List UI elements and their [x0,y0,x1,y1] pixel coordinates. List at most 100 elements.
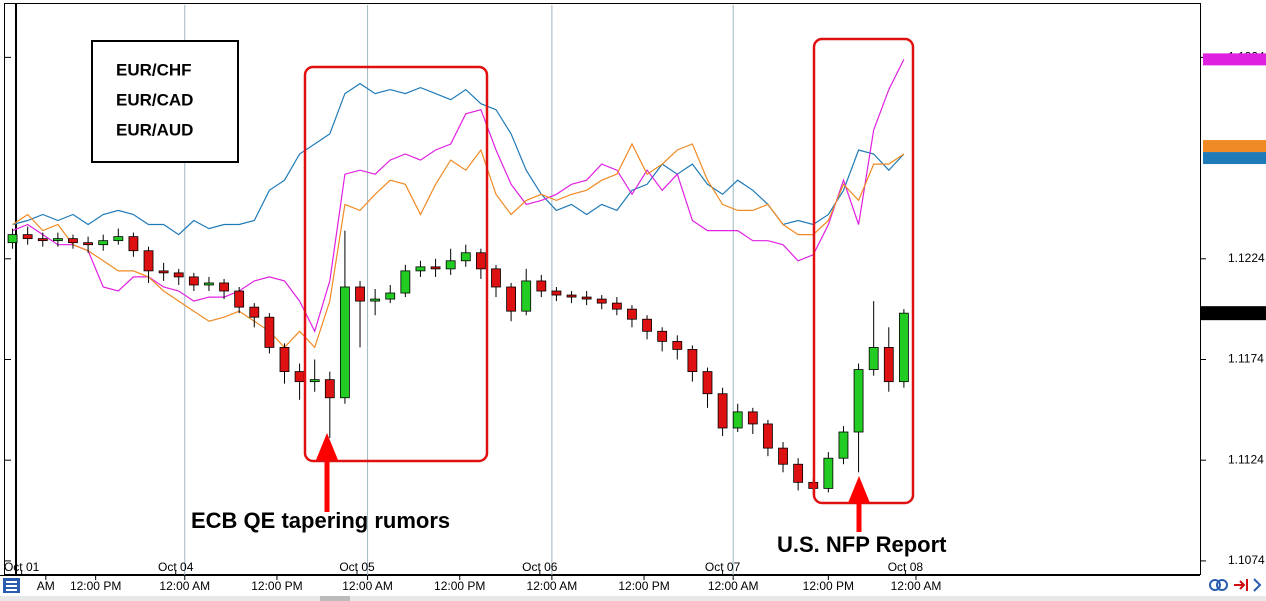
highlight-box [303,65,489,463]
arrow [316,433,338,512]
x-tick-label: 12:00 PM [70,579,121,593]
candle-body [204,282,214,286]
candle-body [98,240,109,246]
candle-body [521,280,532,312]
candle-body [249,306,260,318]
candle-body [400,270,411,294]
candle-body [506,286,516,312]
candle-body [22,234,33,240]
date-label: Oct 01 [4,560,40,574]
candle-body [460,252,471,262]
candle-body [68,238,78,244]
last-price-label: 1.1197 [1228,305,1264,319]
x-tick-label: 12:00 PM [803,579,854,593]
candle-body [219,282,229,292]
candle-body [491,268,501,288]
y-tick-label: 1.1174 [1228,352,1264,366]
candle-body [642,318,652,332]
series-line [12,82,905,236]
x-tick-label: 12:00 AM [527,579,578,593]
date-label: Oct 06 [522,560,558,574]
scroll-strip [0,596,1266,601]
series-badge [1203,53,1266,66]
candle-body [173,272,184,278]
legend-entries: EUR/CHF EUR/CAD EUR/AUD [116,60,193,139]
series-line [12,59,905,333]
candle-body [581,296,592,300]
y-tick-label: 1.1124 [1228,452,1264,466]
candle-body [430,266,441,270]
candle-body [687,349,698,372]
candle-body [732,411,743,429]
legend [91,40,239,163]
candle-body [853,369,864,433]
series-line [12,142,905,349]
x-tick-label: 12:00 AM [159,579,210,593]
candle-body [83,242,93,246]
legend-label: EUR/AUD [116,120,193,139]
x-axis: AM 12:00 PM 12:00 AM 12:00 PM 12:00 AM 12:00 … [4,560,941,593]
scroll-thumb[interactable] [320,596,350,601]
series-badge [1203,152,1266,165]
candle-body [355,286,365,302]
annotation: U.S. NFP Report [777,532,947,557]
candle-body [188,276,199,286]
candle-body [143,250,154,272]
candle-body [657,330,668,342]
legend-label: EUR/CAD [116,90,193,109]
candle-body [279,347,290,372]
x-tick-label: 12:00 PM [251,579,302,593]
x-tick-label: 12:00 AM [708,579,759,593]
candle-body [793,463,804,483]
x-axis-strip [0,575,1266,596]
candle-body [898,312,909,383]
candle-body [37,238,48,242]
x-tick-label: 12:00 AM [891,579,942,593]
candle-body [234,290,245,308]
candle-body [868,347,879,370]
x-tick-label: 12:00 AM [342,579,393,593]
toolbar-icons[interactable] [1209,578,1262,592]
candle-body [551,290,562,296]
x-tick-label: 12:00 PM [434,579,485,593]
annotation: ECB QE tapering rumors [191,508,450,533]
legend-label: EUR/CHF [116,60,192,79]
candle-body [445,260,456,270]
date-label: Oct 07 [705,560,741,574]
candle-body [672,340,683,350]
candle-body [340,286,350,399]
y-tick-label: 1.1074 [1228,553,1265,567]
x-tick-label: 12:00 PM [618,579,669,593]
candle-body [747,411,758,425]
candles [7,226,909,495]
candle-body [324,379,335,399]
candle-body [838,431,849,459]
date-label: Oct 05 [339,560,375,574]
candle-body [7,234,18,244]
candle-body [294,371,305,383]
date-label: Oct 08 [888,560,924,574]
candle-body [763,423,773,449]
candle-body [883,347,894,383]
candle-body [611,302,622,310]
candle-body [627,308,637,320]
candle-body [717,393,728,429]
candle-body [566,294,577,298]
overlay-lines [12,59,905,349]
candle-body [309,379,320,383]
candle-body [415,266,426,272]
x-tick-label: AM [37,579,55,593]
series-badge [1203,140,1266,153]
candle-body [475,252,486,270]
candle-body [264,316,275,348]
menu-icon[interactable] [3,578,20,593]
candle-body [596,298,607,304]
candle-body [52,238,63,242]
candle-body [385,292,396,300]
candle-body [370,298,381,302]
candle-body [702,371,713,395]
candle-body [823,457,834,489]
candle-body [536,280,547,292]
